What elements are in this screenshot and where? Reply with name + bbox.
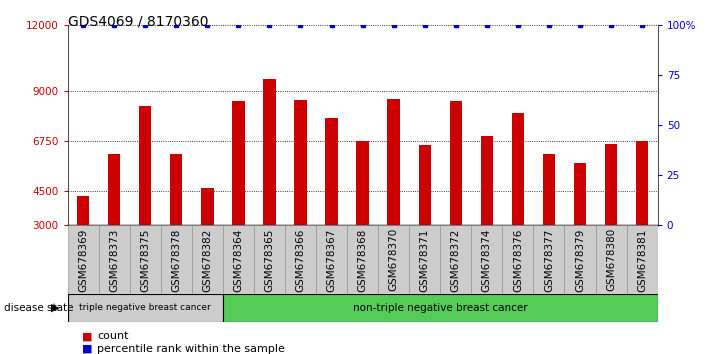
Bar — [356, 142, 369, 291]
Bar — [542, 154, 555, 291]
Bar — [605, 144, 617, 291]
Text: ▶: ▶ — [51, 303, 60, 313]
Text: GSM678382: GSM678382 — [203, 228, 213, 292]
Text: GSM678374: GSM678374 — [482, 228, 492, 292]
Text: ■: ■ — [82, 344, 92, 354]
Bar — [139, 106, 151, 291]
Bar — [223, 294, 658, 322]
Bar — [378, 225, 410, 294]
Text: GSM678378: GSM678378 — [171, 228, 181, 292]
Bar — [201, 188, 213, 291]
Bar — [285, 225, 316, 294]
Bar — [294, 100, 306, 291]
Text: GSM678370: GSM678370 — [389, 228, 399, 291]
Bar — [636, 142, 648, 291]
Text: GSM678379: GSM678379 — [575, 228, 585, 292]
Bar — [170, 154, 183, 291]
Bar — [471, 225, 503, 294]
Text: GSM678381: GSM678381 — [637, 228, 647, 292]
Bar — [161, 225, 192, 294]
Text: GSM678380: GSM678380 — [606, 228, 616, 291]
Bar — [232, 102, 245, 291]
Text: GSM678368: GSM678368 — [358, 228, 368, 292]
Text: GSM678366: GSM678366 — [296, 228, 306, 292]
Bar — [129, 225, 161, 294]
Text: GSM678375: GSM678375 — [140, 228, 150, 292]
Text: disease state: disease state — [4, 303, 73, 313]
Text: count: count — [97, 331, 129, 341]
Bar — [565, 225, 596, 294]
Bar — [574, 162, 587, 291]
Text: GSM678365: GSM678365 — [264, 228, 274, 292]
Text: non-triple negative breast cancer: non-triple negative breast cancer — [353, 303, 528, 313]
Bar — [512, 113, 524, 291]
Bar — [410, 225, 440, 294]
Bar — [347, 225, 378, 294]
Bar — [387, 99, 400, 291]
Bar — [626, 225, 658, 294]
Bar — [449, 102, 462, 291]
Text: GSM678373: GSM678373 — [109, 228, 119, 292]
Text: GSM678377: GSM678377 — [544, 228, 554, 292]
Bar — [108, 154, 120, 291]
Bar — [223, 225, 254, 294]
Bar — [263, 79, 276, 291]
Text: GSM678364: GSM678364 — [233, 228, 243, 292]
Text: GSM678369: GSM678369 — [78, 228, 88, 292]
Text: GSM678372: GSM678372 — [451, 228, 461, 292]
Bar — [326, 118, 338, 291]
Text: ■: ■ — [82, 331, 92, 341]
Text: triple negative breast cancer: triple negative breast cancer — [80, 303, 211, 313]
Bar — [192, 225, 223, 294]
Bar — [533, 225, 565, 294]
Bar — [481, 136, 493, 291]
Bar — [68, 225, 99, 294]
Text: GSM678367: GSM678367 — [326, 228, 336, 292]
Text: percentile rank within the sample: percentile rank within the sample — [97, 344, 285, 354]
Bar — [77, 196, 90, 291]
Bar — [99, 225, 129, 294]
Bar — [419, 145, 431, 291]
Bar — [596, 225, 626, 294]
Bar — [316, 225, 347, 294]
Bar — [440, 225, 471, 294]
Text: GSM678376: GSM678376 — [513, 228, 523, 292]
Bar — [254, 225, 285, 294]
Text: GSM678371: GSM678371 — [419, 228, 429, 292]
Bar — [503, 225, 533, 294]
Text: GDS4069 / 8170360: GDS4069 / 8170360 — [68, 14, 208, 28]
Bar — [68, 294, 223, 322]
